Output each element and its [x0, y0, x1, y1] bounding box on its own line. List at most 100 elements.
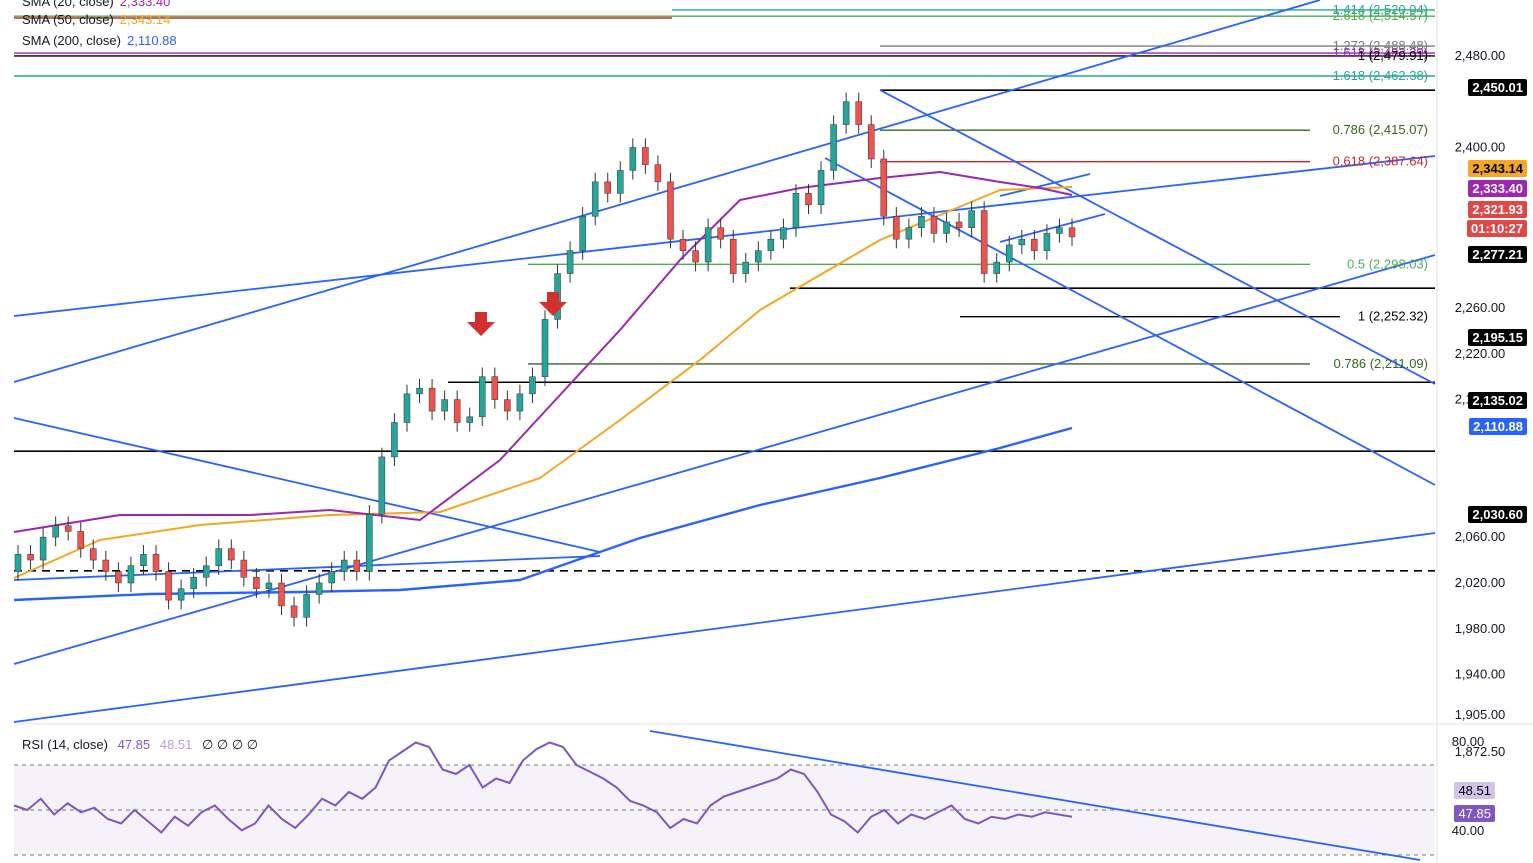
legend-sma20[interactable]: SMA (20, close) 2,333.40: [22, 0, 170, 9]
rsi-band: [14, 765, 1435, 855]
candle-body: [692, 250, 699, 263]
chart-background: [14, 0, 1533, 863]
rsi-tick: 40.00: [1452, 823, 1485, 838]
candle-body: [667, 181, 674, 240]
candle-body: [817, 170, 825, 206]
legend-sma200-label: SMA (200, close): [22, 33, 121, 48]
price-pane: [14, 0, 1435, 722]
candle-body: [1031, 238, 1038, 251]
legend-sma200[interactable]: SMA (200, close) 2,110.88: [22, 33, 177, 48]
fib-label: 1.414 (2,520.04): [1333, 2, 1428, 17]
candle-body: [1056, 227, 1063, 234]
candle-body: [391, 422, 398, 458]
candle-body: [704, 227, 712, 263]
candle-body: [366, 513, 373, 572]
candle-body: [441, 399, 448, 412]
candle-body: [867, 124, 875, 160]
candle-body: [767, 238, 775, 251]
candle-body: [905, 227, 913, 240]
down-arrow-icon: [467, 312, 495, 336]
rsi-line: [13, 741, 1073, 834]
candle-body: [328, 571, 335, 584]
price-tick: 1,872.50: [1455, 744, 1506, 759]
candle-body: [39, 536, 47, 561]
candle-body: [165, 571, 172, 601]
trendline: [13, 0, 1321, 383]
candle-body: [127, 565, 135, 584]
candle-body: [1018, 238, 1026, 246]
price-label: 01:10:27: [1466, 220, 1527, 237]
legend-sma50[interactable]: SMA (50, close) 2,343.14: [22, 12, 170, 27]
candle-body: [516, 393, 524, 412]
candle-body: [717, 227, 724, 240]
fib-label: 0.618 (2,387.64): [1333, 154, 1428, 169]
candle-body: [968, 210, 975, 228]
legend-rsi-extra: ∅ ∅ ∅ ∅: [201, 737, 259, 752]
candle-body: [591, 181, 599, 217]
candle-body: [27, 554, 34, 561]
candle-body: [290, 605, 298, 618]
legend-sma50-value: 2,343.14: [119, 12, 171, 27]
rsi-label: 47.85: [1454, 805, 1495, 822]
candle-body: [265, 582, 273, 589]
moving-averages: [13, 171, 1073, 602]
candle-body: [629, 147, 637, 171]
candle-body: [1006, 244, 1013, 263]
price-label: 2,321.93: [1468, 201, 1527, 218]
trendline: [999, 213, 1106, 243]
candle-body: [880, 158, 888, 217]
candlesticks: [14, 92, 1076, 627]
trendline: [824, 157, 1436, 486]
candle-body: [729, 238, 737, 274]
candle-body: [77, 531, 84, 549]
candle-body: [893, 215, 900, 240]
candle-body: [855, 101, 862, 125]
price-label: 2,343.14: [1468, 160, 1527, 177]
trendline: [13, 155, 1436, 317]
candle-body: [579, 215, 586, 251]
sma50-line: [13, 186, 1073, 579]
price-label: 2,277.21: [1468, 246, 1527, 263]
candle-body: [830, 124, 837, 171]
candle-body: [541, 319, 549, 377]
candle-body: [491, 376, 499, 400]
candle-body: [955, 221, 963, 228]
candle-body: [228, 548, 235, 561]
candle-body: [642, 147, 649, 165]
sma20-line: [13, 171, 1073, 533]
candle-body: [479, 376, 486, 418]
legend-rsi[interactable]: RSI (14, close) 47.85 48.51 ∅ ∅ ∅ ∅: [22, 737, 258, 753]
candle-body: [240, 559, 248, 578]
candle-body: [654, 164, 662, 183]
trendline: [13, 532, 1436, 723]
fib-labels: 1.272 (2,534.49)1.414 (2,520.04)2.618 (2…: [1333, 0, 1428, 371]
candle-body: [115, 571, 122, 584]
fib-label: 0.5 (2,298.03): [1347, 256, 1428, 271]
candle-body: [792, 193, 800, 228]
fib-label: 1 (2,479.91): [1358, 48, 1428, 63]
fib-label: 0.786 (2,415.07): [1333, 122, 1428, 137]
trendline: [13, 417, 601, 553]
fib-label: 1.618 (2,482.39): [1333, 45, 1428, 60]
price-tick: 2,480.00: [1455, 48, 1506, 63]
price-label: 2,450.01: [1468, 79, 1527, 96]
rsi-trendline: [649, 730, 1421, 861]
candle-body: [504, 399, 511, 412]
price-label: 2,333.40: [1468, 180, 1527, 197]
price-tick: 1,940.00: [1455, 667, 1506, 682]
candle-body: [466, 416, 473, 423]
candle-body: [202, 565, 210, 578]
candle-body: [190, 576, 197, 589]
candle-body: [102, 559, 110, 572]
price-tick: 2,400.00: [1455, 139, 1506, 154]
price-label: 2,195.15: [1468, 329, 1527, 346]
price-axis: 2,480.002,400.002,260.002,220.002,180.00…: [1455, 48, 1506, 759]
rsi-pane: 80.00 40.00: [13, 730, 1485, 861]
candle-body: [152, 554, 160, 572]
candle-body: [566, 250, 574, 274]
candle-body: [980, 210, 988, 274]
candle-body: [679, 238, 687, 251]
horizontal-levels: [14, 9, 1435, 572]
candle-body: [604, 181, 611, 194]
